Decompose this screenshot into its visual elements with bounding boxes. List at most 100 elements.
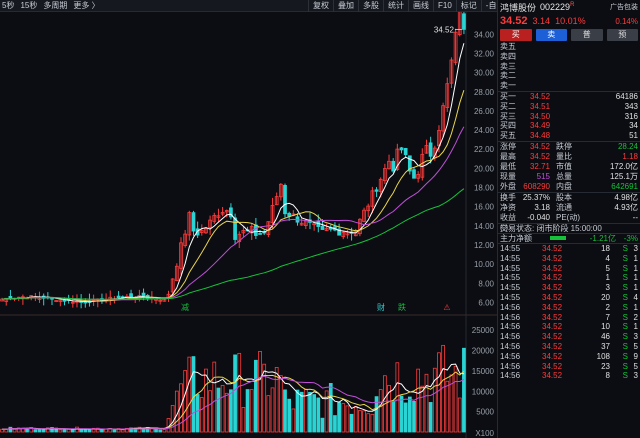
tick-time: 14:56	[500, 322, 521, 332]
volume-bar	[437, 352, 441, 433]
event-marker[interactable]: 财	[377, 302, 385, 312]
volume-bar	[349, 413, 354, 433]
volume-bar	[308, 391, 312, 433]
price-axis-label: 22.00	[474, 145, 495, 154]
ask-row[interactable]: 卖五	[498, 42, 640, 52]
tick-time: 14:56	[500, 351, 521, 361]
tick-direction: S	[622, 292, 628, 302]
stat-value: 34.52	[529, 151, 550, 161]
volume-bar	[58, 429, 63, 433]
tick-time: 14:56	[500, 371, 521, 381]
tick-row: 14:55 34.52 18 S 3	[498, 244, 640, 254]
ask-row[interactable]: 卖二	[498, 71, 640, 81]
volume-bar	[216, 387, 221, 433]
volume-axis-label: 5000	[476, 408, 494, 417]
candle-body	[462, 13, 466, 30]
tick-count: 1	[633, 302, 638, 312]
tick-row: 14:55 34.52 4 S 1	[498, 254, 640, 264]
bid-row[interactable]: 买四 34.49 34	[498, 121, 640, 131]
toolbar-button[interactable]: 标记	[455, 0, 481, 12]
volume-bar	[249, 389, 254, 433]
tick-price: 34.52	[542, 302, 563, 312]
volume-bar	[199, 397, 204, 433]
sell-button[interactable]: 卖	[535, 29, 567, 41]
stat-label: 跌停	[556, 141, 572, 151]
tick-price: 34.52	[542, 371, 563, 381]
period-option[interactable]: 更多 〉	[73, 1, 100, 10]
volume-bar	[416, 368, 421, 433]
candle-body	[204, 228, 208, 234]
volume-bar	[366, 413, 371, 433]
normal-order-button[interactable]: 普	[571, 29, 603, 41]
bid-row[interactable]: 买五 34.48 51	[498, 131, 640, 141]
ask-row[interactable]: 卖一	[498, 81, 640, 91]
bid-row[interactable]: 买一 34.52 64186	[498, 92, 640, 102]
buy-button[interactable]: 买	[500, 29, 532, 41]
level-price	[530, 62, 566, 72]
candle-body	[220, 212, 225, 215]
stat-value: 515	[536, 171, 550, 181]
volume-bar	[120, 429, 125, 433]
volume-bar	[212, 361, 217, 433]
preorder-button[interactable]: 预	[606, 29, 638, 41]
event-marker[interactable]: 跌	[398, 302, 406, 312]
level-price: 34.48	[530, 131, 551, 141]
industry-label[interactable]: 广告包装	[610, 4, 638, 11]
volume-bar	[378, 389, 383, 433]
stat-value: --	[632, 212, 638, 222]
ask-book: 卖五 卖四 卖三 卖二 卖一	[498, 42, 640, 91]
toolbar-button[interactable]: -自选	[480, 0, 509, 12]
tick-direction: S	[622, 371, 628, 381]
candle-body	[170, 278, 175, 293]
stat-label: 净资	[500, 202, 516, 212]
candle-body	[70, 301, 75, 304]
toolbar-button[interactable]: F10	[433, 0, 456, 12]
volume-bar	[383, 375, 387, 433]
trade-buttons: 买 卖 普 预	[498, 28, 640, 42]
event-marker[interactable]: ⚠	[443, 303, 450, 312]
period-option[interactable]: 5秒	[2, 1, 15, 10]
bid-row[interactable]: 买三 34.50 316	[498, 112, 640, 122]
volume-bar	[266, 395, 271, 433]
candle-body	[0, 298, 4, 302]
kline-chart[interactable]: 34.00 32.00 30.00 28.00 26.00 24.00 22.00 20.00…	[0, 6, 497, 438]
price-change-pct: 10.01%	[555, 16, 586, 26]
toolbar-button[interactable]: 统计	[383, 0, 408, 12]
volume-bar	[37, 429, 42, 433]
period-option[interactable]: 15秒	[20, 1, 38, 10]
ma10-line	[2, 90, 465, 302]
level-volume	[566, 62, 638, 72]
candle-body	[58, 299, 63, 303]
event-marker[interactable]: 减	[181, 302, 189, 312]
candle-body	[83, 301, 88, 304]
volume-bar	[424, 373, 429, 433]
volume-bar	[241, 407, 246, 433]
level-label: 卖四	[500, 51, 516, 61]
toolbar-button[interactable]: 画线	[408, 0, 433, 12]
bid-row[interactable]: 买二 34.51 343	[498, 102, 640, 112]
candle-body	[241, 230, 246, 234]
volume-bar	[254, 359, 258, 433]
price-axis-label: 6.00	[478, 298, 494, 307]
toolbar-button[interactable]: 多股	[358, 0, 383, 12]
period-option[interactable]: 多周期	[43, 1, 68, 10]
level-price: 34.51	[530, 101, 551, 111]
tick-time: 14:56	[500, 361, 521, 371]
candle-body	[395, 148, 400, 170]
volume-ma20-line	[2, 375, 465, 430]
candle-body	[179, 242, 183, 269]
ask-row[interactable]: 卖三	[498, 62, 640, 72]
toolbar-button[interactable]: 叠加	[333, 0, 358, 12]
toolbar-button[interactable]: 复权	[308, 0, 333, 12]
level-volume: 51	[629, 131, 638, 141]
volume-bar	[420, 385, 425, 433]
tick-list[interactable]: 14:55 34.52 18 S 3 14:55 34.52 4 S 1 14:55 34.52 5 S 1…	[498, 242, 640, 381]
tick-volume: 23	[601, 361, 610, 371]
stat-value: 4.98亿	[614, 192, 638, 202]
volume-bar	[274, 367, 279, 433]
volume-bar	[158, 429, 163, 433]
candle-body	[229, 207, 233, 218]
ask-row[interactable]: 卖四	[498, 52, 640, 62]
price-change: 3.14	[532, 16, 551, 26]
volume-bar	[353, 406, 358, 433]
